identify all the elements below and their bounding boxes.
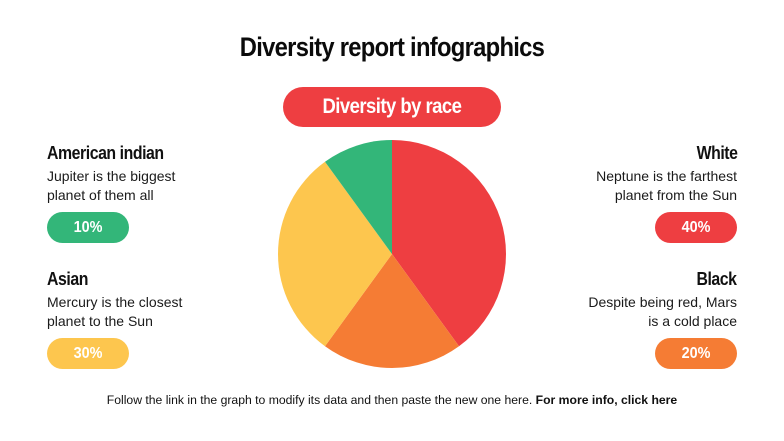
pie-slice-black[interactable] [324, 254, 460, 368]
pie-slice-white[interactable] [392, 140, 506, 347]
category-white: White Neptune is the farthest planet from… [537, 143, 737, 205]
chart-title-pill: Diversity by race [283, 87, 501, 127]
more-info-link[interactable]: For more info, click here [535, 393, 678, 407]
pie-chart[interactable] [276, 138, 508, 370]
page-title: Diversity report infographics [239, 32, 545, 62]
category-description: Despite being red, Mars is a cold place [588, 294, 737, 329]
pie-slice-american-indian[interactable] [324, 140, 392, 254]
chart-title: Diversity by race [322, 95, 462, 118]
pie-slice-asian[interactable] [278, 161, 392, 347]
percent-badge-white: 40% [655, 212, 737, 243]
percent-badge-asian: 30% [47, 338, 129, 369]
category-black: Black Despite being red, Mars is a cold p… [537, 269, 737, 331]
footer-note: Follow the link in the graph to modify i… [106, 393, 678, 407]
category-name: American indian [47, 143, 164, 163]
category-name: Black [696, 269, 738, 289]
category-description: Mercury is the closest planet to the Sun [47, 294, 183, 329]
category-name: Asian [47, 269, 88, 289]
percent-badge-black: 20% [655, 338, 737, 369]
category-american-indian: American indian Jupiter is the biggest pl… [47, 143, 247, 205]
category-description: Jupiter is the biggest planet of them all [47, 168, 176, 203]
category-name: White [696, 143, 737, 163]
category-asian: Asian Mercury is the closest planet to th… [47, 269, 247, 331]
percent-badge-american-indian: 10% [47, 212, 129, 243]
category-description: Neptune is the farthest planet from the S… [596, 168, 737, 203]
